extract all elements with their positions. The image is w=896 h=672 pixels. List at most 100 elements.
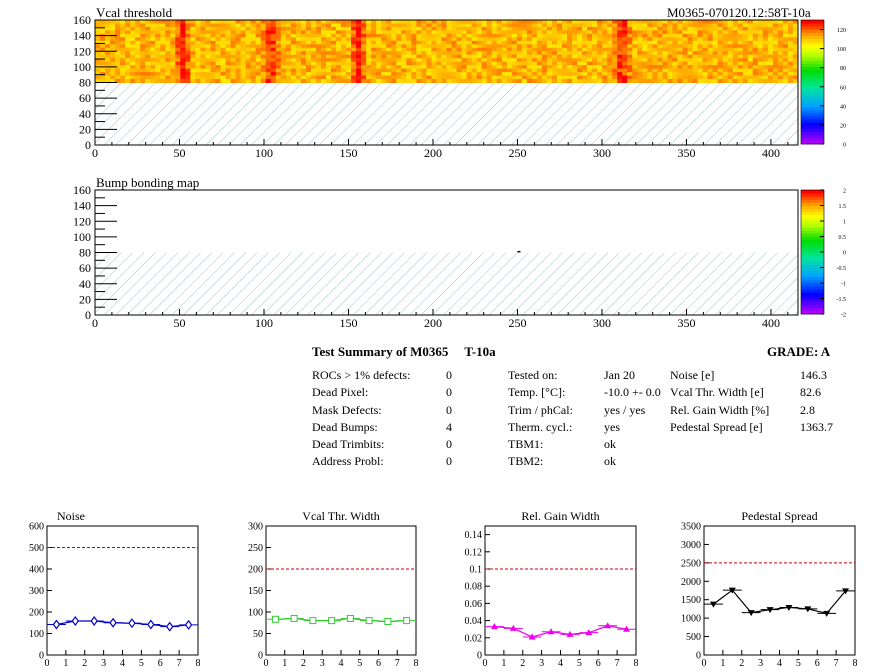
palette-band [801,44,824,49]
heatmap-cell [732,33,739,38]
heatmap-cell [240,51,247,56]
heatmap-cell [240,61,247,66]
heatmap-cell [652,47,658,52]
data-point [365,617,373,625]
heatmap-cell [451,58,458,63]
heatmap-cell [662,26,668,31]
x-tick-label: 0 [264,658,269,669]
heatmap-cell [160,40,166,45]
heatmap-cell [476,72,483,77]
heatmap-cell [672,23,678,28]
y-tick-label: 120 [73,44,91,58]
heatmap-cell [195,65,201,70]
heatmap-cell [140,61,146,66]
heatmap-cell [597,79,603,83]
heatmap-cell [195,37,201,42]
palette-band [801,276,824,281]
heatmap-cell [130,37,136,42]
heatmap-cell [125,72,131,77]
heatmap-cell [632,54,638,59]
heatmap-cell [496,54,503,59]
heatmap-cell [787,40,794,45]
heatmap-cell [687,72,694,77]
heatmap-cell [315,79,322,83]
palette-band [801,119,824,123]
x-tick-label: 250 [508,146,526,160]
heatmap-cell [185,44,191,49]
heatmap-cell [351,20,357,24]
heatmap-cell [607,61,613,66]
heatmap-cell [561,26,568,31]
heatmap-cell [787,23,794,28]
heatmap-cell [260,30,267,35]
heatmap-cell [351,26,357,31]
heatmap-cell [150,40,156,45]
heatmap-cell [155,61,161,66]
heatmap-cell [762,51,769,56]
heatmap-cell [617,72,623,77]
heatmap-cell [592,40,598,45]
heatmap-cell [446,20,453,24]
heatmap-cell [451,47,458,52]
heatmap-cell [662,40,668,45]
heatmap-cell [285,23,292,28]
y-tick-label: 0.04 [465,616,483,627]
heatmap-cell [351,61,357,66]
heatmap-cell [466,54,473,59]
heatmap-cell [320,65,327,70]
heatmap-cell [627,75,633,80]
heatmap-cell [295,51,302,56]
heatmap-cell [155,40,161,45]
heatmap-cell [391,65,397,70]
heatmap-cell [597,58,603,63]
heatmap-cell [702,47,709,52]
heatmap-cell [305,30,312,35]
heatmap-cell [602,26,608,31]
data-point [585,629,593,636]
heatmap-cell [446,33,453,38]
heatmap-cell [551,44,558,49]
heatmap-cell [305,68,312,73]
heatmap-cell [386,72,392,77]
heatmap-cell [692,75,699,80]
heatmap-cell [310,51,317,56]
heatmap-cell [672,65,678,70]
heatmap-cell [265,65,272,70]
heatmap-cell [592,26,598,31]
heatmap-cell [767,47,774,52]
heatmap-cell [526,20,533,24]
heatmap-cell [225,33,232,38]
heatmap-cell [95,20,101,24]
heatmap-cell [677,30,684,35]
heatmap-cell [486,72,493,77]
y-tick-label: 20 [79,122,91,136]
heatmap-cell [672,79,678,83]
data-point [290,614,298,622]
heatmap-cell [431,23,437,28]
heatmap-cell [561,54,568,59]
heatmap-cell [602,23,608,28]
heatmap-cell [592,58,598,63]
heatmap-cell [421,58,427,63]
heatmap-cell [451,37,458,42]
heatmap-cell [737,79,744,83]
heatmap-cell [496,40,503,45]
x-tick-label: 3 [758,658,763,669]
heatmap-cell [717,37,724,42]
heatmap-cell [451,54,458,59]
heatmap-cell [582,44,588,49]
heatmap-cell [336,37,342,42]
heatmap-cell [587,58,593,63]
heatmap-cell [546,47,553,52]
heatmap-cell [732,23,739,28]
heatmap-cell [115,20,121,24]
palette-band [801,261,824,265]
heatmap-cell [416,58,422,63]
heatmap-cell [150,26,156,31]
heatmap-cell [125,37,131,42]
heatmap-cell [672,47,678,52]
heatmap-cell [320,72,327,77]
heatmap-cell [637,68,643,73]
heatmap-cell [190,72,196,77]
y-tick-label: 60 [79,91,91,105]
